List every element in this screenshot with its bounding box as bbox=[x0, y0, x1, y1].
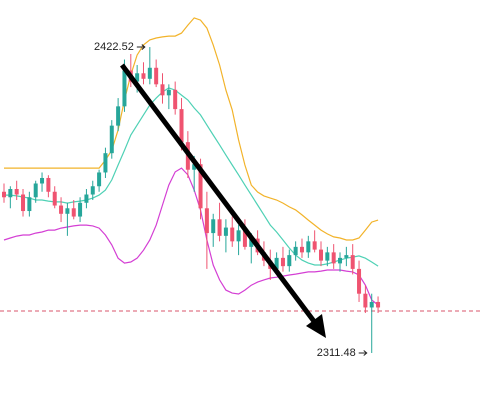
candle-body bbox=[46, 177, 51, 192]
candle-body bbox=[230, 227, 235, 242]
candle-body bbox=[211, 219, 216, 234]
candle-body bbox=[65, 208, 70, 214]
candle-body bbox=[325, 252, 330, 261]
high-label: 2422.52 bbox=[94, 41, 134, 53]
low-label: 2311.48 bbox=[317, 347, 356, 359]
candle-body bbox=[97, 172, 102, 187]
candle-body bbox=[78, 202, 83, 217]
band-line bbox=[4, 87, 379, 267]
candle-body bbox=[2, 191, 6, 198]
candle-body bbox=[147, 67, 152, 79]
band-line bbox=[4, 17, 379, 241]
candle-body bbox=[369, 301, 374, 308]
candle-body bbox=[166, 89, 171, 96]
candle-body bbox=[344, 255, 349, 258]
candle-body bbox=[160, 84, 165, 96]
candle-body bbox=[59, 205, 64, 214]
candle-body bbox=[179, 109, 184, 143]
candle-body bbox=[40, 177, 45, 184]
candle-body bbox=[319, 249, 323, 261]
low-pointer bbox=[358, 350, 368, 356]
plot: 2422.52 2311.48 bbox=[0, 17, 480, 359]
candle-body bbox=[192, 164, 197, 170]
candle-body bbox=[217, 219, 222, 236]
candle-body bbox=[27, 197, 32, 212]
candle-body bbox=[274, 257, 279, 269]
candle-body bbox=[109, 125, 114, 154]
candle-body bbox=[116, 106, 121, 126]
candle-body bbox=[223, 227, 228, 236]
candle-body bbox=[122, 70, 127, 107]
trend-arrow bbox=[119, 63, 319, 326]
candle-body bbox=[33, 183, 38, 198]
candle-body bbox=[376, 301, 381, 308]
candle-body bbox=[306, 241, 311, 253]
candle-body bbox=[90, 186, 95, 195]
candle-body bbox=[8, 189, 13, 198]
candle-body bbox=[249, 238, 254, 247]
candle-body bbox=[21, 194, 26, 212]
candle-body bbox=[204, 208, 209, 234]
candle-body bbox=[52, 191, 57, 206]
candle-body bbox=[299, 246, 304, 253]
candle-body bbox=[293, 246, 298, 256]
candle-body bbox=[350, 255, 355, 269]
candle-body bbox=[338, 257, 343, 264]
band-line bbox=[3, 167, 379, 306]
candle-body bbox=[280, 257, 285, 267]
candle-body bbox=[84, 194, 89, 203]
candle-body bbox=[242, 230, 247, 247]
candle-body bbox=[287, 255, 292, 267]
candle-body bbox=[103, 153, 108, 173]
candle-body bbox=[312, 241, 317, 250]
candle-body bbox=[135, 73, 140, 82]
candle-body bbox=[198, 164, 203, 209]
candle-body bbox=[154, 67, 159, 85]
trend-arrow-head bbox=[306, 314, 326, 338]
candle-body bbox=[331, 252, 336, 264]
candle-body bbox=[71, 208, 76, 217]
candle-body bbox=[357, 268, 362, 294]
high-pointer bbox=[136, 44, 146, 50]
candle-body bbox=[173, 89, 178, 110]
candle-body bbox=[236, 230, 241, 242]
candle-body bbox=[141, 73, 146, 79]
candle-body bbox=[14, 189, 19, 195]
candle-body bbox=[363, 293, 368, 308]
